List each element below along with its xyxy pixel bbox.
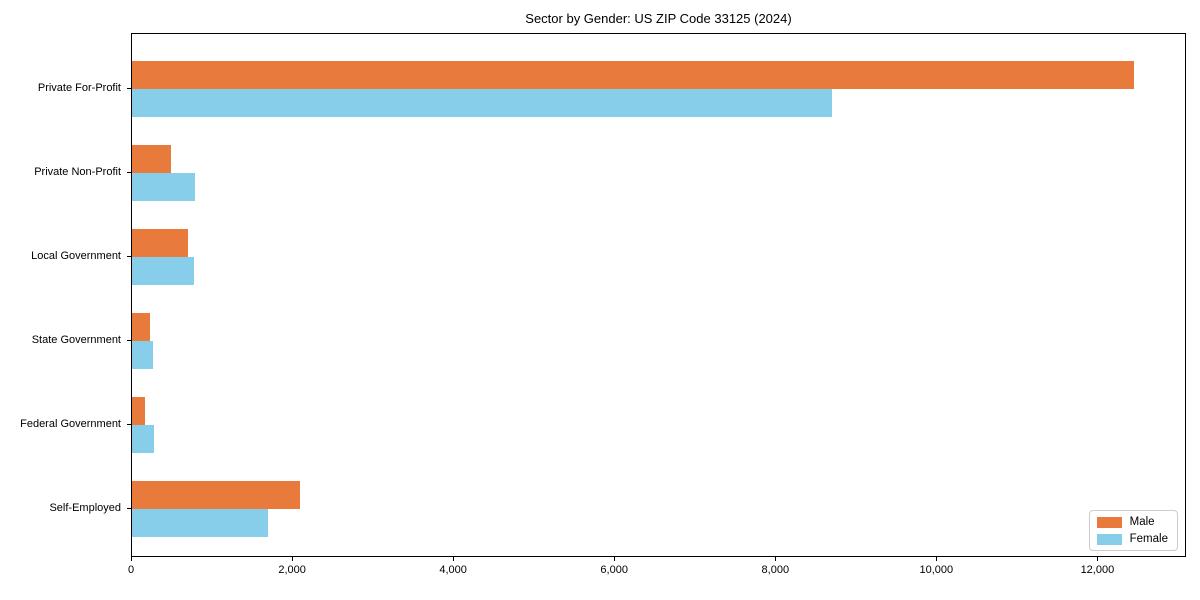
bar-male [132, 481, 300, 509]
legend-swatch-female [1096, 533, 1122, 545]
bar-male [132, 61, 1134, 89]
y-tick-label: Private For-Profit [37, 82, 121, 94]
legend: Male Female [1088, 510, 1178, 551]
x-tick-mark [614, 557, 616, 561]
bar-male [132, 229, 189, 257]
y-tick-label: Private Non-Profit [34, 166, 121, 178]
bar-female [132, 173, 195, 201]
legend-label: Male [1129, 516, 1155, 528]
bar-male [132, 397, 145, 425]
bar-female [132, 89, 832, 117]
chart-title: Sector by Gender: US ZIP Code 33125 (202… [525, 11, 792, 26]
y-tick-mark [127, 424, 131, 425]
x-tick-mark [453, 557, 455, 561]
y-tick-mark [127, 256, 131, 257]
y-tick-label: Local Government [31, 250, 121, 262]
x-tick-label: 2,000 [278, 564, 306, 576]
bar-female [132, 341, 153, 369]
x-tick-mark [131, 557, 132, 561]
x-tick-mark [1097, 557, 1099, 561]
bar-female [132, 257, 194, 285]
x-tick-label: 4,000 [439, 564, 467, 576]
y-tick-mark [127, 88, 131, 89]
x-tick-label: 6,000 [600, 564, 628, 576]
y-tick-label: State Government [31, 334, 121, 346]
legend-entry: Female [1096, 533, 1168, 545]
bar-female [132, 509, 269, 537]
x-tick-mark [775, 557, 777, 561]
x-tick-mark [292, 557, 294, 561]
bar-male [132, 145, 171, 173]
bar-female [132, 425, 154, 453]
x-tick-label: 8,000 [761, 564, 790, 576]
plot-area: Male Female [131, 33, 1186, 557]
bar-male [132, 313, 150, 341]
x-tick-label: 0 [127, 564, 135, 576]
y-tick-label: Self-Employed [49, 502, 121, 514]
legend-swatch-male [1096, 516, 1122, 528]
y-tick-mark [127, 508, 131, 509]
legend-entry: Male [1096, 516, 1168, 528]
y-tick-label: Federal Government [20, 418, 121, 430]
y-tick-mark [127, 172, 131, 173]
x-tick-label: 12,000 [1080, 564, 1115, 576]
legend-label: Female [1129, 533, 1168, 545]
y-tick-mark [127, 340, 131, 341]
x-tick-label: 10,000 [919, 564, 954, 576]
x-tick-mark [936, 557, 938, 561]
